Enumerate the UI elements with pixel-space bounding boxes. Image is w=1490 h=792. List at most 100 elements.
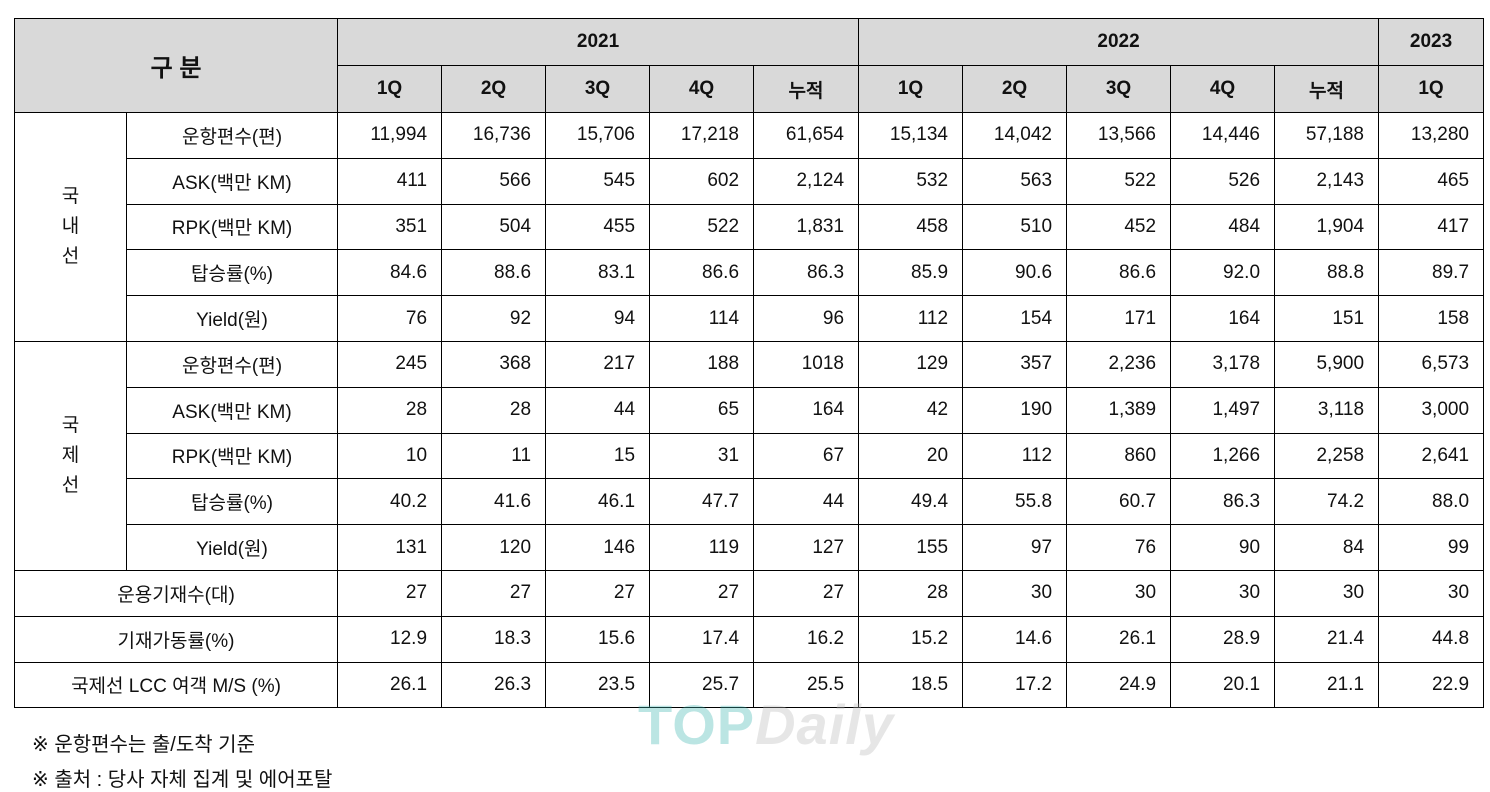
data-cell: 86.6 [649,249,755,297]
data-cell: 164 [1170,295,1276,342]
data-cell: 15,706 [545,112,651,159]
data-cell: 55.8 [962,478,1068,526]
data-cell: 1,266 [1170,432,1276,480]
data-cell: 30 [1170,569,1276,617]
data-cell: 452 [1066,203,1172,251]
group-label-char: 국 [61,185,80,207]
data-cell: 15,134 [858,112,964,159]
data-cell: 526 [1170,157,1276,205]
data-cell: 97 [962,524,1068,571]
data-cell: 74.2 [1274,478,1380,526]
data-cell: 44 [545,386,651,434]
header-quarter: 2Q [962,65,1068,113]
data-cell: 17.2 [962,661,1068,709]
group-label-char: 제 [61,444,80,466]
data-cell: 10 [337,432,443,480]
data-cell: 49.4 [858,478,964,526]
data-cell: 88.0 [1378,478,1485,526]
data-cell: 60.7 [1066,478,1172,526]
data-cell: 11 [441,432,547,480]
data-cell: 21.1 [1274,661,1380,709]
data-cell: 92.0 [1170,249,1276,297]
data-cell: 28 [441,386,547,434]
data-cell: 17,218 [649,112,755,159]
data-cell: 28 [858,569,964,617]
table-row: 운용기재수(대) 27 27 27 27 27 28 30 30 30 30 30 [13,569,1485,617]
data-cell: 127 [753,524,860,571]
data-cell: 164 [753,386,860,434]
data-cell: 484 [1170,203,1276,251]
data-cell: 27 [753,569,860,617]
data-cell: 129 [858,340,964,388]
data-cell: 85.9 [858,249,964,297]
data-cell: 522 [649,203,755,251]
data-cell: 15.6 [545,615,651,663]
row-label: 운항편수(편) [125,340,339,388]
table-row: 탑승률(%) 84.6 88.6 83.1 86.6 86.3 85.9 90.6 86.6 92… [15,249,1485,297]
data-cell: 2,143 [1274,157,1380,205]
data-cell: 112 [858,295,964,342]
data-cell: 76 [1066,524,1172,571]
data-cell: 602 [649,157,755,205]
data-cell: 146 [545,524,651,571]
data-cell: 2,641 [1378,432,1485,480]
data-cell: 504 [441,203,547,251]
data-cell: 28 [337,386,443,434]
data-cell: 18.3 [441,615,547,663]
data-cell: 158 [1378,295,1485,342]
data-cell: 1,904 [1274,203,1380,251]
data-cell: 89.7 [1378,249,1485,297]
data-cell: 217 [545,340,651,388]
group-label-char: 내 [61,215,80,237]
table-row: 기재가동률(%) 12.9 18.3 15.6 17.4 16.2 15.2 14.6 26.1… [13,615,1485,663]
data-cell: 86.3 [1170,478,1276,526]
row-label: RPK(백만 KM) [125,432,339,480]
table-row: Yield(원) 131 120 146 119 127 155 97 76 90 84 99 [15,524,1485,571]
data-cell: 566 [441,157,547,205]
data-cell: 42 [858,386,964,434]
data-cell: 30 [1066,569,1172,617]
row-label: ASK(백만 KM) [125,386,339,434]
data-cell: 20.1 [1170,661,1276,709]
header-quarter: 1Q [337,65,443,113]
data-cell: 90 [1170,524,1276,571]
header-cumulative: 누적 [1274,65,1380,113]
data-cell: 188 [649,340,755,388]
data-cell: 532 [858,157,964,205]
data-cell: 25.5 [753,661,860,709]
table-row: ASK(백만 KM) 28 28 44 65 164 42 190 1,389 1,497 3,11… [15,386,1485,434]
data-cell: 15.2 [858,615,964,663]
data-cell: 522 [1066,157,1172,205]
data-cell: 465 [1378,157,1485,205]
header-quarter: 4Q [1170,65,1276,113]
data-cell: 16.2 [753,615,860,663]
data-cell: 455 [545,203,651,251]
data-cell: 154 [962,295,1068,342]
row-label: 운항편수(편) [125,112,339,159]
data-cell: 25.7 [649,661,755,709]
data-cell: 92 [441,295,547,342]
header-quarter: 3Q [545,65,651,113]
data-cell: 3,118 [1274,386,1380,434]
data-cell: 368 [441,340,547,388]
table-row: RPK(백만 KM) 351 504 455 522 1,831 458 510 452 484 1… [15,203,1485,251]
data-cell: 114 [649,295,755,342]
data-cell: 13,280 [1378,112,1485,159]
data-cell: 31 [649,432,755,480]
data-cell: 18.5 [858,661,964,709]
table-row: 국 제 선 운항편수(편) 245 368 217 188 1018 129 357 2,236 3,1… [14,340,1485,571]
data-cell: 357 [962,340,1068,388]
data-cell: 545 [545,157,651,205]
table-row: 탑승률(%) 40.2 41.6 46.1 47.7 44 49.4 55.8 60.7 86.3… [15,478,1485,526]
data-cell: 28.9 [1170,615,1276,663]
data-cell: 1,831 [753,203,860,251]
data-cell: 190 [962,386,1068,434]
data-cell: 76 [337,295,443,342]
data-cell: 99 [1378,524,1485,571]
data-cell: 1018 [753,340,860,388]
header-cumulative: 누적 [753,65,860,113]
data-cell: 120 [441,524,547,571]
group-label-char: 국 [61,414,80,436]
data-cell: 245 [337,340,443,388]
